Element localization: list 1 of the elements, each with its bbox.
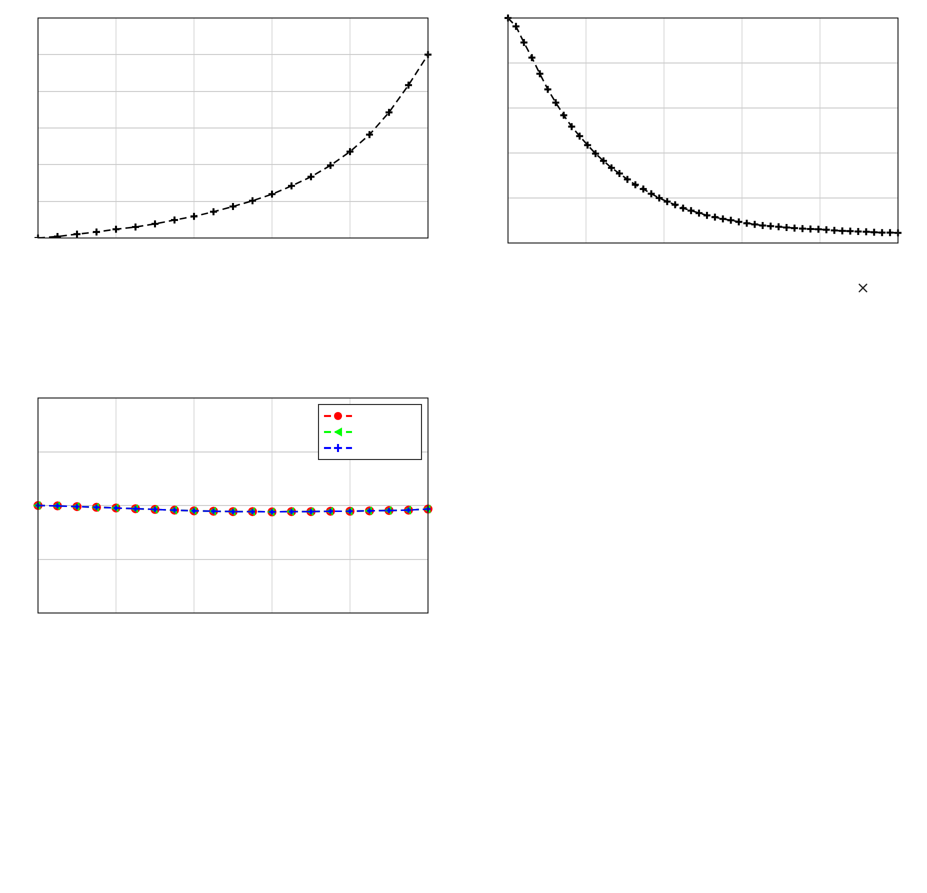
text: × — [856, 278, 870, 297]
